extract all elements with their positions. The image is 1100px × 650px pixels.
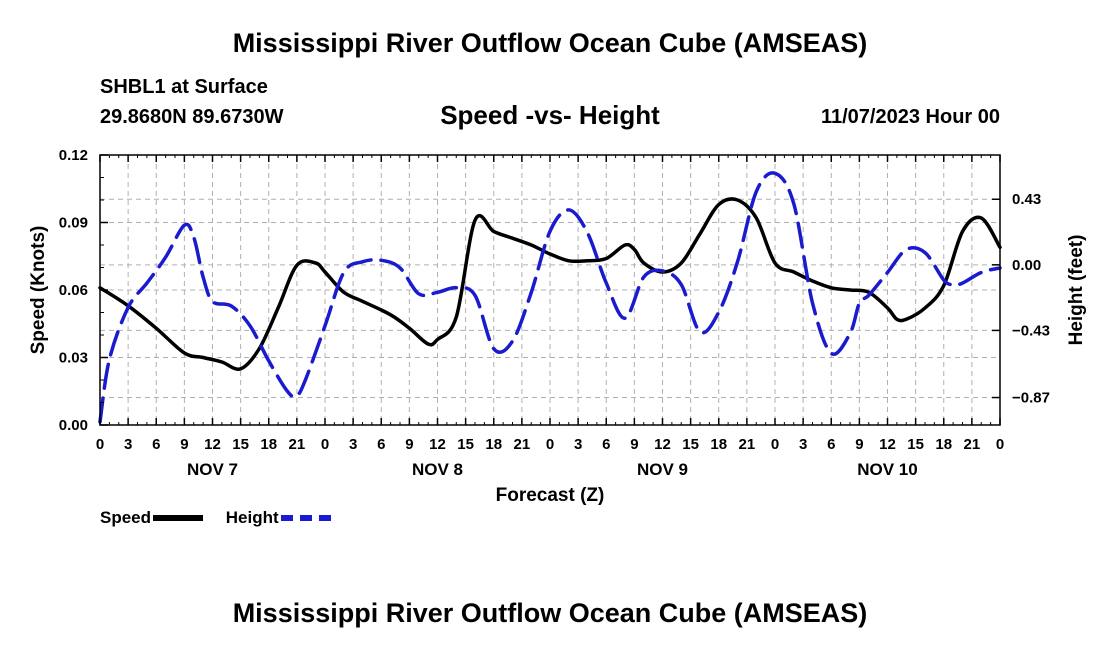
x-tick-label: 6 bbox=[602, 436, 610, 453]
x-tick-label: 21 bbox=[289, 436, 306, 453]
grid bbox=[100, 155, 1000, 425]
y-tick-label: 0.03 bbox=[59, 350, 88, 367]
x-tick-label: 21 bbox=[739, 436, 756, 453]
x-axis-title: Forecast (Z) bbox=[496, 485, 605, 506]
day-label: NOV 8 bbox=[412, 460, 463, 479]
series-layer bbox=[98, 171, 1002, 424]
x-tick-label: 3 bbox=[124, 436, 132, 453]
axes: 0 3 6 9 12 15 18 21 0 3 6 9 12 15 18 21 0 3 6 9 12 15 18 21 0 3 6 9… bbox=[28, 147, 1087, 506]
legend-height-label: Height bbox=[225, 508, 279, 527]
x-tick-label: 18 bbox=[935, 436, 952, 453]
x-tick-label: 0 bbox=[321, 436, 329, 453]
x-tick-label: 15 bbox=[682, 436, 699, 453]
x-tick-label: 9 bbox=[180, 436, 188, 453]
forecast-datetime: 11/07/2023 Hour 00 bbox=[820, 106, 1000, 128]
x-tick-label: 18 bbox=[710, 436, 727, 453]
day-label: NOV 10 bbox=[857, 460, 917, 479]
y-tick-label: 0.09 bbox=[59, 215, 88, 232]
x-tick-label: 9 bbox=[630, 436, 638, 453]
station-label: SHBL1 at Surface bbox=[100, 76, 268, 98]
x-tick-label: 6 bbox=[827, 436, 835, 453]
x-tick-label: 6 bbox=[377, 436, 385, 453]
station-coordinates: 29.8680N 89.6730W bbox=[100, 106, 284, 128]
x-tick-label: 21 bbox=[514, 436, 531, 453]
x-tick-label: 18 bbox=[260, 436, 277, 453]
series-line-speed bbox=[98, 197, 1002, 371]
y-tick-label: 0.06 bbox=[59, 282, 88, 299]
y2-tick-label: 0.00 bbox=[1012, 257, 1041, 274]
x-tick-label: 0 bbox=[771, 436, 779, 453]
x-tick-label: 9 bbox=[855, 436, 863, 453]
legend-speed: Speed bbox=[100, 508, 204, 528]
speed-height-chart: 0 3 6 9 12 15 18 21 0 3 6 9 12 15 18 21 0 3 6 9 12 15 18 21 0 3 6 9… bbox=[28, 147, 1087, 506]
x-tick-label: 15 bbox=[232, 436, 249, 453]
chart-subtitle: Speed -vs- Height bbox=[440, 100, 660, 130]
x-tick-label: 15 bbox=[457, 436, 474, 453]
x-tick-label: 9 bbox=[405, 436, 413, 453]
legend-speed-label: Speed bbox=[100, 508, 152, 527]
x-tick-label: 0 bbox=[996, 436, 1004, 453]
y-axis-title: Speed (Knots) bbox=[28, 226, 49, 355]
x-tick-label: 12 bbox=[204, 436, 221, 453]
x-tick-label: 6 bbox=[152, 436, 160, 453]
x-tick-label: 0 bbox=[546, 436, 554, 453]
legend-height: Height bbox=[226, 508, 331, 528]
legend-height-swatch bbox=[280, 515, 331, 521]
y2-axis-title: Height (feet) bbox=[1066, 235, 1087, 346]
legend-speed-swatch bbox=[153, 515, 204, 521]
y2-tick-label: −0.87 bbox=[1012, 390, 1050, 407]
x-tick-label: 12 bbox=[654, 436, 671, 453]
y2-tick-label: −0.43 bbox=[1012, 322, 1050, 339]
x-tick-label: 0 bbox=[96, 436, 104, 453]
x-tick-label: 21 bbox=[964, 436, 981, 453]
x-tick-label: 18 bbox=[485, 436, 502, 453]
y2-tick-label: 0.43 bbox=[1012, 191, 1041, 208]
day-label: NOV 9 bbox=[637, 460, 688, 479]
legend: Speed Height bbox=[100, 508, 349, 528]
day-label: NOV 7 bbox=[187, 460, 238, 479]
x-tick-label: 3 bbox=[799, 436, 807, 453]
y-tick-label: 0.00 bbox=[59, 417, 88, 434]
x-tick-label: 15 bbox=[907, 436, 924, 453]
y-tick-label: 0.12 bbox=[59, 147, 88, 164]
x-tick-label: 12 bbox=[879, 436, 896, 453]
x-tick-label: 12 bbox=[429, 436, 446, 453]
chart-title: Mississippi River Outflow Ocean Cube (AM… bbox=[232, 28, 868, 58]
footer-title: Mississippi River Outflow Ocean Cube (AM… bbox=[232, 598, 868, 628]
series-line-height bbox=[98, 171, 1002, 424]
x-tick-label: 3 bbox=[574, 436, 582, 453]
x-tick-label: 3 bbox=[349, 436, 357, 453]
